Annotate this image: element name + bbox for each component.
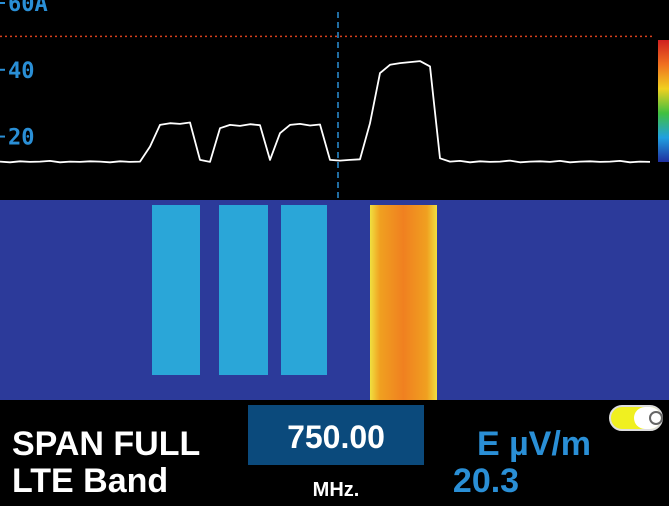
y-tick-label: 40 xyxy=(8,59,35,84)
y-tick-label: 60A xyxy=(8,0,48,17)
frequency: 750.00 xyxy=(287,419,385,455)
frequency-box xyxy=(248,405,424,465)
waterfall-channel xyxy=(370,205,437,400)
measure-unit: E µV/m xyxy=(477,425,591,463)
frequency-unit: MHz. xyxy=(313,479,360,501)
y-tick-label: 20 xyxy=(8,126,35,151)
battery-cap xyxy=(634,407,661,429)
span-label: SPAN FULL xyxy=(12,425,200,463)
spectrum-trace xyxy=(0,60,651,164)
color-scale xyxy=(658,40,669,162)
waterfall-channel xyxy=(152,205,200,375)
spectrum-bg xyxy=(0,0,669,200)
battery-ring xyxy=(649,411,663,425)
waterfall xyxy=(0,200,669,400)
reading: 20.3 xyxy=(453,462,519,500)
waterfall-channel xyxy=(281,205,327,375)
battery-icon xyxy=(609,405,663,431)
waterfall-channel xyxy=(219,205,268,375)
band-label: LTE Band xyxy=(12,462,168,500)
spectrum-plot: 20 40 60A xyxy=(0,0,655,164)
